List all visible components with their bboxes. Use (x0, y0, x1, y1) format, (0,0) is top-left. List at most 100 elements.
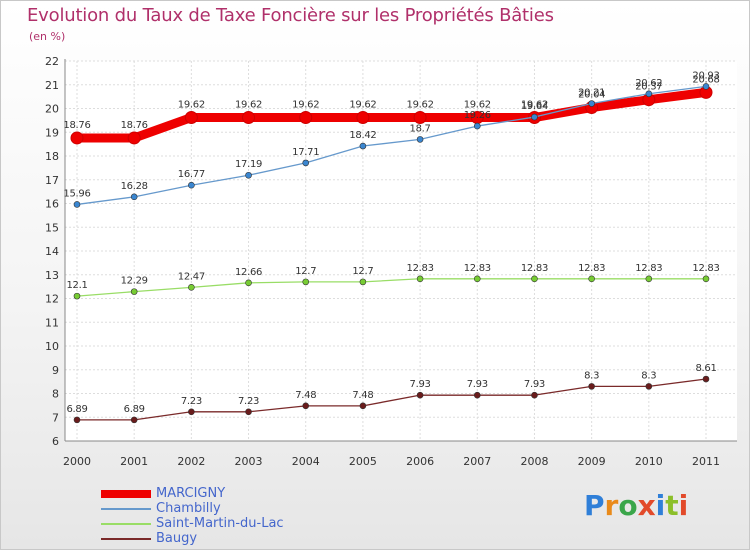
logo-letter: i (678, 489, 689, 522)
legend-item: Saint-Martin-du-Lac (101, 516, 284, 531)
legend-label: Saint-Martin-du-Lac (156, 516, 284, 531)
data-label: 19.62 (407, 100, 434, 111)
series-chambilly: 15.9616.2816.7717.1917.7118.4218.719.261… (63, 70, 720, 208)
data-label: 7.48 (352, 390, 373, 401)
y-tick-label: 8 (52, 388, 59, 401)
data-label: 16.77 (178, 169, 205, 180)
data-label: 12.1 (66, 280, 87, 291)
data-label: 18.42 (349, 130, 376, 141)
y-tick-label: 21 (45, 79, 59, 92)
data-point (73, 416, 81, 424)
data-point (588, 100, 595, 107)
data-label: 12.7 (352, 266, 373, 277)
data-label: 19.64 (521, 101, 548, 112)
data-point (184, 111, 198, 125)
legend-swatch (101, 522, 151, 525)
y-tick-label: 14 (45, 245, 59, 258)
data-label: 12.83 (464, 263, 491, 274)
data-point (531, 275, 538, 283)
data-point (702, 275, 710, 283)
data-label: 17.71 (292, 147, 319, 158)
data-point (242, 111, 256, 125)
data-point (130, 416, 138, 424)
proxiti-logo: Proxiti (584, 489, 688, 522)
series-line (76, 85, 707, 206)
data-label: 7.23 (181, 396, 202, 407)
data-label: 20.62 (635, 78, 662, 89)
y-tick-label: 10 (45, 340, 59, 353)
data-point (359, 278, 367, 286)
data-point (359, 402, 367, 410)
data-point (73, 201, 81, 208)
y-tick-label: 20 (45, 103, 59, 116)
data-label: 20.21 (578, 88, 605, 99)
data-label: 17.19 (235, 159, 262, 170)
x-tick-label: 2000 (63, 455, 91, 468)
data-label: 19.62 (178, 100, 205, 111)
data-label: 12.83 (578, 263, 605, 274)
series-line (72, 87, 711, 143)
data-label: 18.7 (410, 123, 431, 134)
y-tick-label: 9 (52, 364, 59, 377)
data-label: 15.96 (63, 188, 90, 199)
data-point (416, 391, 424, 399)
y-tick-label: 22 (45, 55, 59, 68)
data-point (356, 111, 370, 125)
data-label: 20.04 (578, 90, 605, 101)
data-label: 12.7 (295, 266, 316, 277)
data-point (645, 90, 653, 98)
y-tick-label: 17 (45, 174, 59, 187)
data-point (130, 288, 138, 295)
data-point (127, 131, 141, 145)
logo-letter: P (584, 489, 605, 522)
chart-legend: MARCIGNY Chambilly Saint-Martin-du-Lac Baug… (101, 486, 284, 546)
data-label: 18.76 (63, 120, 90, 131)
x-tick-label: 2010 (635, 455, 663, 468)
series-line (76, 378, 707, 421)
data-point (245, 408, 252, 416)
data-label: 18.76 (121, 120, 148, 131)
legend-item: MARCIGNY (101, 486, 284, 501)
logo-letter: t (665, 489, 679, 522)
series-marcigny: 18.76 18.76 19.62 19.62 19.62 19.62 19.62 19.62… (63, 74, 720, 145)
x-tick-label: 2007 (463, 455, 491, 468)
data-point (473, 275, 481, 283)
data-label: 12.83 (692, 263, 719, 274)
data-label: 19.62 (235, 100, 262, 111)
data-label: 12.29 (121, 276, 148, 287)
data-label: 20.37 (635, 82, 662, 93)
data-point (245, 279, 252, 287)
data-label: 8.3 (641, 370, 656, 381)
data-point (473, 391, 481, 399)
data-label: 7.93 (524, 379, 545, 390)
data-label: 12.83 (635, 263, 662, 274)
data-point (73, 292, 81, 300)
data-label: 7.93 (410, 379, 431, 390)
data-point (188, 408, 195, 416)
data-point (531, 391, 538, 399)
data-point (188, 181, 195, 189)
data-label: 19.26 (464, 110, 491, 121)
x-tick-label: 2001 (120, 455, 148, 468)
y-tick-label: 15 (45, 221, 59, 234)
data-label: 7.48 (295, 390, 316, 401)
x-tick-label: 2002 (177, 455, 205, 468)
data-point (645, 383, 653, 390)
data-point (359, 142, 367, 150)
data-label: 8.61 (695, 363, 716, 374)
legend-label: Baugy (156, 531, 198, 546)
legend-label: Chambilly (156, 501, 221, 516)
x-tick-label: 2009 (578, 455, 606, 468)
data-point (416, 136, 424, 143)
data-point (702, 83, 710, 90)
series-saint-martin-du-lac: 12.1 12.29 12.47 12.66 12.7 12.7 12.83 12.83 12.… (66, 263, 720, 300)
data-point (413, 111, 427, 125)
data-point (645, 275, 653, 283)
data-point (130, 193, 138, 201)
x-tick-label: 2003 (235, 455, 263, 468)
data-point (245, 171, 252, 179)
x-tick-label: 2005 (349, 455, 377, 468)
logo-letter: i (655, 489, 666, 522)
data-label: 7.93 (467, 379, 488, 390)
